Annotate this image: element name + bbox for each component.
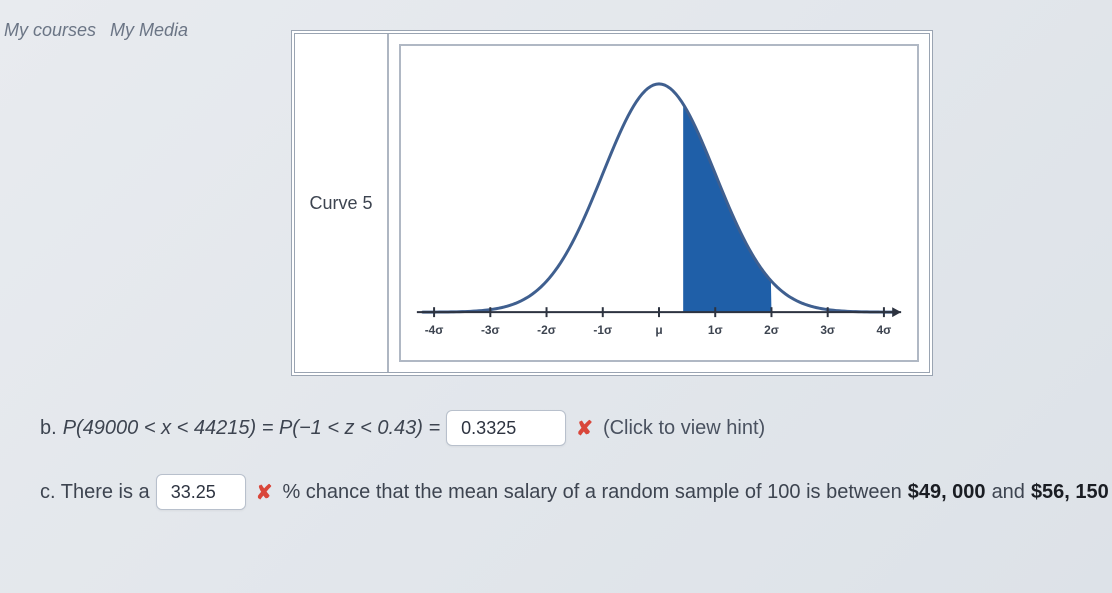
- wrong-icon: ✘: [256, 480, 273, 505]
- hint-link[interactable]: (Click to view hint): [603, 417, 765, 440]
- svg-text:-2σ: -2σ: [537, 323, 556, 337]
- question-c-prefix: c. There is a: [40, 481, 150, 504]
- money-2: $56, 150: [1031, 481, 1109, 504]
- svg-text:3σ: 3σ: [820, 323, 835, 337]
- question-b-expression: P(49000 < x < 44215) = P(−1 < z < 0.43) …: [63, 417, 440, 440]
- questions-block: b. P(49000 < x < 44215) = P(−1 < z < 0.4…: [40, 410, 1112, 538]
- question-b-prefix: b.: [40, 417, 57, 440]
- question-b-input[interactable]: 0.3325: [446, 410, 566, 446]
- top-nav: My courses My Media: [0, 20, 188, 41]
- question-b-row: b. P(49000 < x < 44215) = P(−1 < z < 0.4…: [40, 410, 1112, 446]
- svg-text:-4σ: -4σ: [425, 323, 444, 337]
- svg-text:1σ: 1σ: [708, 323, 723, 337]
- svg-text:-1σ: -1σ: [593, 323, 612, 337]
- wrong-icon: ✘: [576, 416, 593, 441]
- svg-text:-3σ: -3σ: [481, 323, 500, 337]
- svg-text:4σ: 4σ: [877, 323, 892, 337]
- chart-inner: -4σ -3σ -2σ -1σ μ 1σ 2σ 3σ 4σ: [399, 44, 919, 362]
- chart-label-column: Curve 5: [295, 34, 389, 372]
- curve-label: Curve 5: [309, 193, 372, 214]
- chart-area: -4σ -3σ -2σ -1σ μ 1σ 2σ 3σ 4σ: [389, 34, 929, 372]
- question-c-row: c. There is a 33.25 ✘ % chance that the …: [40, 474, 1112, 510]
- svg-text:2σ: 2σ: [764, 323, 779, 337]
- and-text: and: [992, 481, 1025, 504]
- nav-my-courses[interactable]: My courses: [4, 20, 96, 41]
- question-c-mid: % chance that the mean salary of a rando…: [282, 481, 901, 504]
- chart-frame: Curve 5 -4σ -3σ -2σ -1σ μ 1σ 2σ 3σ 4σ: [291, 30, 933, 376]
- bell-curve-svg: -4σ -3σ -2σ -1σ μ 1σ 2σ 3σ 4σ: [401, 46, 917, 360]
- svg-text:μ: μ: [655, 323, 662, 337]
- question-c-input[interactable]: 33.25: [156, 474, 246, 510]
- nav-my-media[interactable]: My Media: [110, 20, 188, 41]
- money-1: $49, 000: [908, 481, 986, 504]
